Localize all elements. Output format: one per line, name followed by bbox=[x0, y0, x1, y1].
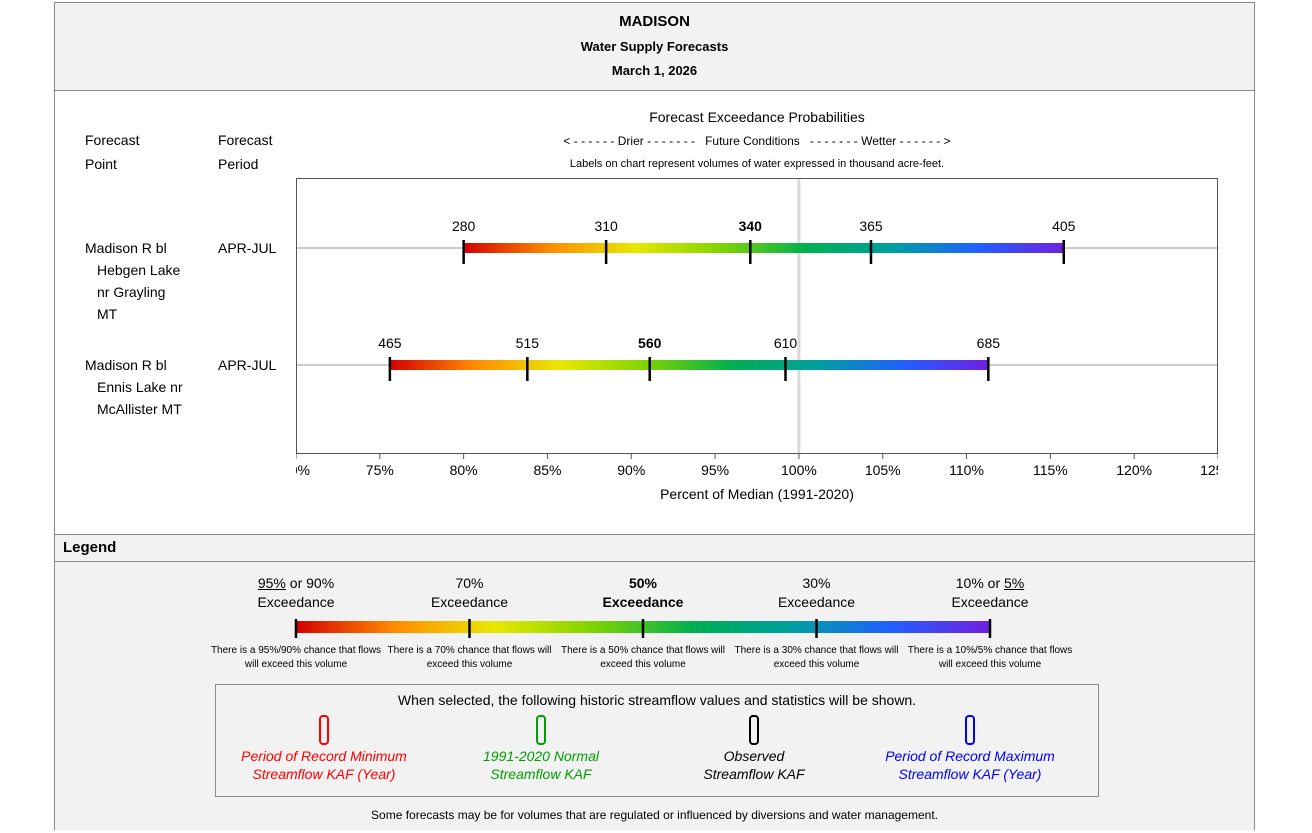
historic-min: Period of Record Minimum Streamflow KAF … bbox=[219, 715, 429, 783]
legend-level-description: There is a 10%/5% chance that flows will… bbox=[907, 645, 1073, 670]
x-tick-label: 70% bbox=[296, 462, 310, 478]
station-title: MADISON bbox=[619, 13, 690, 30]
x-tick-label: 95% bbox=[701, 462, 729, 478]
forecast-period-heading-2: Period bbox=[218, 156, 259, 172]
forecast-period-value: APR-JUL bbox=[218, 357, 277, 373]
legend-level-description: There is a 50% chance that flows will ex… bbox=[561, 645, 725, 670]
forecast-range-bar bbox=[389, 360, 989, 370]
x-tick-label: 110% bbox=[949, 462, 984, 478]
condition-scale: < - - - - - - Drier - - - - - - - Future… bbox=[296, 134, 1218, 148]
historic-normal-line2: Streamflow KAF bbox=[490, 766, 592, 782]
forecast-point-heading-1: Forecast bbox=[85, 132, 140, 148]
historic-title: When selected, the following historic st… bbox=[397, 692, 917, 708]
legend-title: Legend bbox=[63, 539, 117, 556]
min-marker-icon bbox=[319, 715, 329, 745]
legend-level-heading: 95% or 90% Exceedance bbox=[257, 575, 335, 610]
volume-label: 465 bbox=[378, 335, 402, 351]
x-tick-label: 125% bbox=[1200, 462, 1218, 478]
volume-label: 610 bbox=[774, 335, 798, 351]
x-tick-label: 115% bbox=[1033, 462, 1068, 478]
legend-level-description: There is a 30% chance that flows will ex… bbox=[734, 645, 899, 670]
volume-label: 515 bbox=[516, 335, 540, 351]
units-note: Labels on chart represent volumes of wat… bbox=[569, 158, 945, 170]
report-subtitle: Water Supply Forecasts bbox=[580, 39, 729, 54]
forecast-panel: MADISON Water Supply Forecasts March 1, … bbox=[54, 2, 1255, 830]
x-tick-label: 90% bbox=[617, 462, 645, 478]
max-marker-icon bbox=[965, 715, 975, 745]
legend-header: Legend bbox=[55, 534, 1254, 562]
wetter-label: - - - - - - - Wetter - - - - - - > bbox=[809, 134, 951, 148]
legend-level-heading: 50% Exceedance bbox=[602, 575, 684, 610]
historic-max-line1: Period of Record Maximum bbox=[885, 748, 1055, 764]
observed-marker-icon bbox=[749, 715, 759, 745]
report-header: MADISON Water Supply Forecasts March 1, … bbox=[55, 3, 1254, 91]
historic-max: Period of Record Maximum Streamflow KAF … bbox=[865, 715, 1075, 783]
chart-title: Forecast Exceedance Probabilities bbox=[649, 109, 865, 125]
volume-label: 405 bbox=[1052, 218, 1076, 234]
legend-body: 95% or 90% Exceedance There is a 95%/90% c… bbox=[55, 562, 1254, 830]
legend-level-description: There is a 95%/90% chance that flows wil… bbox=[210, 645, 382, 670]
legend-gradient-bar bbox=[294, 619, 992, 638]
footnote: Some forecasts may be for volumes that a… bbox=[371, 808, 938, 822]
normal-marker-icon bbox=[536, 715, 546, 745]
historic-observed-line2: Streamflow KAF bbox=[703, 766, 805, 782]
future-conditions-label: Future Conditions bbox=[705, 134, 800, 148]
volume-label: 685 bbox=[977, 335, 1001, 351]
x-tick-label: 120% bbox=[1116, 462, 1152, 478]
x-tick-label: 85% bbox=[533, 462, 561, 478]
volume-label: 560 bbox=[638, 335, 662, 351]
historic-normal-line1: 1991-2020 Normal bbox=[483, 748, 599, 764]
volume-label: 340 bbox=[739, 218, 763, 234]
historic-observed-line1: Observed bbox=[723, 748, 785, 764]
x-tick-label: 100% bbox=[781, 462, 817, 478]
forecast-range-bar bbox=[463, 243, 1064, 253]
legend-level-heading: 70% Exceedance bbox=[430, 575, 509, 610]
exceedance-chart: 70% 75% 80% 85% 90% 95% 100% 105% 110% 115% 120% 12… bbox=[296, 178, 1218, 502]
x-tick-label: 75% bbox=[366, 462, 394, 478]
legend-level-heading: 10% or 5% Exceedance bbox=[951, 575, 1029, 610]
forecast-point-name: Madison R bl Hebgen Lake nr Grayling MT bbox=[85, 240, 181, 322]
report-date: March 1, 2026 bbox=[611, 63, 698, 78]
forecast-point-heading-2: Point bbox=[85, 156, 117, 172]
forecast-period-heading-1: Forecast bbox=[218, 132, 273, 148]
volume-label: 365 bbox=[859, 218, 883, 234]
historic-values-box: When selected, the following historic st… bbox=[215, 684, 1099, 797]
historic-min-line1: Period of Record Minimum bbox=[241, 748, 407, 764]
historic-max-line2: Streamflow KAF (Year) bbox=[898, 766, 1042, 782]
forecast-point-name: Madison R bl Ennis Lake nr McAllister MT bbox=[85, 357, 183, 417]
volume-label: 310 bbox=[594, 218, 618, 234]
drier-label: < - - - - - - Drier - - - - - - - bbox=[563, 134, 696, 148]
historic-normal: 1991-2020 Normal Streamflow KAF bbox=[436, 715, 646, 783]
legend-level-heading: 30% Exceedance bbox=[777, 575, 856, 610]
volume-label: 280 bbox=[452, 218, 476, 234]
forecast-period-value: APR-JUL bbox=[218, 240, 277, 256]
historic-observed: Observed Streamflow KAF bbox=[649, 715, 859, 783]
plot-frame bbox=[296, 178, 1218, 454]
x-axis-label: Percent of Median (1991-2020) bbox=[660, 486, 854, 502]
x-tick-label: 105% bbox=[865, 462, 901, 478]
x-tick-label: 80% bbox=[450, 462, 478, 478]
legend-level-description: There is a 70% chance that flows will ex… bbox=[387, 645, 552, 670]
historic-min-line2: Streamflow KAF (Year) bbox=[252, 766, 396, 782]
